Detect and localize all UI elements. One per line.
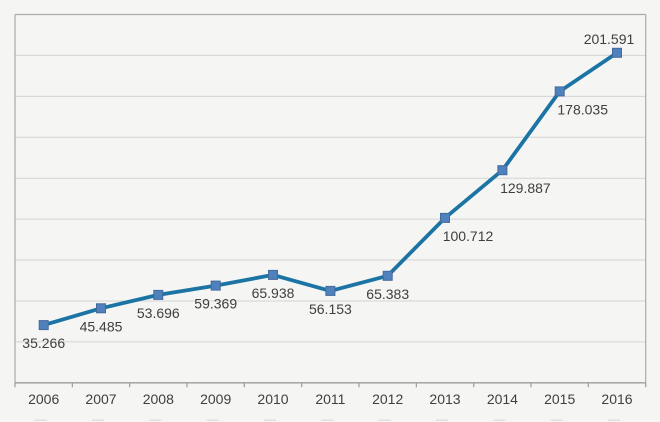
x-axis-label-2009: 2009 [200, 391, 231, 407]
data-label-2014: 129.887 [500, 180, 551, 196]
x-axis-label-2016: 2016 [601, 391, 632, 407]
x-axis-label-2013: 2013 [429, 391, 460, 407]
data-label-2015: 178.035 [557, 101, 608, 117]
data-label-2007: 45.485 [80, 318, 123, 334]
data-point-marker-2008 [153, 289, 164, 300]
data-point-marker-2015 [554, 86, 565, 97]
data-point-marker-2011 [325, 285, 336, 296]
data-point-marker-2007 [96, 303, 106, 314]
cutoff-text-remnant [264, 419, 276, 421]
data-point-marker-2014 [497, 165, 508, 176]
data-label-2009: 59.369 [194, 296, 237, 312]
data-label-2016: 201.591 [584, 31, 635, 47]
cutoff-text-remnant [378, 419, 391, 421]
cutoff-text-remnant [493, 419, 506, 421]
data-point-marker-2012 [382, 270, 393, 281]
data-point-marker-2016 [612, 47, 622, 58]
x-axis-label-2011: 2011 [315, 391, 345, 407]
data-label-2010: 65.938 [252, 285, 295, 301]
data-label-2008: 53.696 [137, 305, 180, 321]
data-point-marker-2006 [38, 320, 49, 331]
cutoff-text-remnant [149, 419, 162, 421]
data-point-marker-2009 [210, 280, 221, 291]
x-axis-label-2010: 2010 [257, 391, 288, 407]
x-axis-label-2014: 2014 [487, 391, 518, 407]
x-axis-label-2015: 2015 [544, 391, 575, 407]
data-label-2012: 65.383 [366, 286, 409, 302]
cutoff-text-remnant [321, 419, 334, 421]
x-axis-label-2008: 2008 [143, 391, 174, 407]
cutoff-text-remnant [608, 419, 620, 421]
x-axis-label-2007: 2007 [85, 391, 116, 407]
data-point-marker-2010 [268, 269, 278, 280]
data-point-marker-2013 [440, 212, 450, 223]
data-label-2013: 100.712 [443, 228, 494, 244]
cutoff-text-remnant [206, 419, 219, 421]
data-label-2006: 35.266 [22, 335, 65, 351]
cutoff-text-remnant [92, 419, 104, 421]
cutoff-text-remnant [34, 419, 47, 421]
x-axis-label-2012: 2012 [372, 391, 403, 407]
x-axis-label-2006: 2006 [28, 391, 59, 407]
data-label-2011: 56.153 [309, 301, 352, 317]
cutoff-text-remnant [550, 419, 563, 421]
cutoff-text-remnant [436, 419, 448, 421]
